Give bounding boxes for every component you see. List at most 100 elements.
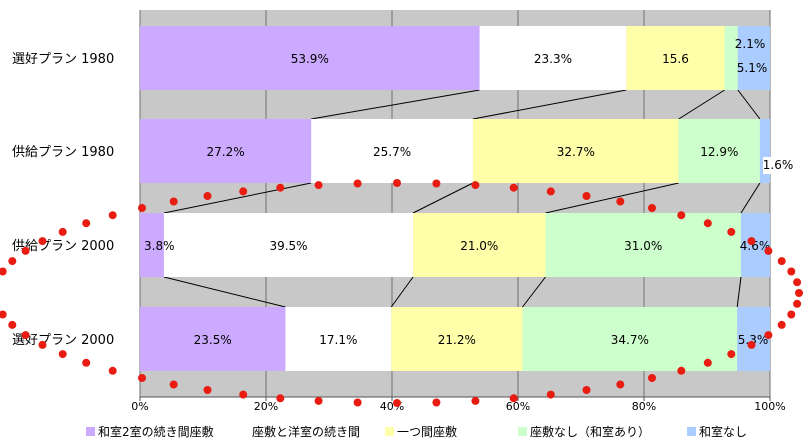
annotation-dot — [276, 394, 285, 403]
connector-line — [311, 89, 480, 120]
bar-segment — [163, 213, 414, 277]
connector-line — [163, 182, 312, 214]
segment-label: 5.3% — [738, 333, 769, 347]
annotation-dot — [648, 204, 656, 212]
legend-swatch — [518, 427, 527, 436]
annotation-dot — [38, 237, 47, 246]
connector-line — [163, 276, 286, 308]
annotation-dot — [0, 310, 7, 319]
annotation-dot — [58, 350, 67, 359]
segment-label: 23.5% — [194, 333, 232, 347]
category-labels: 選好プラン 1980 供給プラン 1980 供給プラン 2000 選好プラン 2000 — [12, 52, 114, 348]
annotation-dot — [169, 197, 178, 206]
annotation-dot — [509, 183, 518, 192]
annotation-dot — [471, 181, 480, 190]
annotation-dot — [582, 192, 591, 200]
segment-label: 3.8% — [144, 239, 175, 253]
bar-segment — [311, 119, 473, 183]
legend-swatch — [385, 427, 394, 436]
legend-label: 和室2室の続き間座敷 — [98, 424, 214, 439]
annotation-dot — [727, 227, 736, 236]
segment-label: 21.2% — [438, 333, 476, 347]
annotation-dot — [8, 257, 17, 266]
segment-label: 4.6% — [740, 239, 771, 253]
annotation-dot — [777, 257, 786, 266]
segment-label: 25.7% — [373, 145, 411, 159]
dotted-ellipse-annotation — [0, 179, 803, 407]
segment-labels: 53.9% 23.3% 15.6 2.1% 5.1% 27.2% 25.7% 32.7% 12.… — [144, 37, 793, 347]
annotation-dot — [616, 380, 625, 389]
segment-label: 2.1% — [735, 37, 766, 51]
annotation-dot — [509, 394, 518, 403]
legend: 和室2室の続き間座敷 座敷と洋室の続き間 一つ間座敷 座敷なし（和室あり） 和室なし — [86, 424, 747, 439]
category-label: 供給プラン 1980 — [12, 145, 114, 160]
bar-segment — [522, 307, 738, 371]
connector-line — [736, 276, 742, 308]
annotation-dot — [432, 179, 441, 188]
bar-segment — [737, 26, 770, 90]
annotation-dot — [138, 374, 146, 382]
legend-swatch — [240, 427, 249, 436]
annotation-dot — [793, 278, 802, 287]
annotation-dot — [353, 179, 362, 188]
annotation-dot — [432, 398, 441, 407]
bar-segment — [285, 307, 392, 371]
category-label: 選好プラン 1980 — [12, 52, 114, 67]
connector-line — [545, 182, 679, 214]
label-background — [763, 157, 793, 174]
segment-label: 21.0% — [460, 239, 498, 253]
segment-label: 15.6 — [662, 52, 689, 66]
connector-line — [472, 89, 627, 120]
annotation-dot — [8, 320, 17, 329]
annotation-dot — [747, 237, 756, 246]
annotation-dot — [239, 390, 248, 399]
annotation-dot — [393, 179, 401, 187]
legend-label: 和室なし — [699, 424, 747, 439]
segment-label: 32.7% — [557, 145, 595, 159]
annotation-dot — [58, 227, 67, 236]
annotation-dot — [314, 396, 323, 405]
annotation-dot — [764, 331, 773, 340]
bar-segment — [472, 119, 679, 183]
annotation-dot — [108, 366, 117, 375]
bar-segment — [759, 119, 770, 183]
bar-segment — [678, 119, 760, 183]
annotation-dot — [169, 380, 178, 389]
annotation-dot — [648, 374, 656, 382]
annotation-dot — [21, 246, 30, 255]
bar-segment — [737, 307, 770, 371]
x-tick-label: 60% — [506, 400, 530, 413]
annotation-dot — [0, 267, 7, 276]
x-tick-label: 80% — [632, 400, 656, 413]
annotation-dot — [21, 331, 30, 340]
annotation-dot — [747, 340, 756, 349]
x-tick-label: 0% — [131, 400, 148, 413]
annotation-dot — [787, 310, 796, 319]
legend-label: 一つ間座敷 — [397, 424, 457, 439]
connector-line — [390, 276, 414, 308]
annotation-dot — [787, 267, 796, 276]
annotation-dot — [677, 211, 686, 220]
annotation-dot — [393, 399, 401, 407]
annotation-dot — [727, 350, 736, 359]
annotation-dot — [239, 187, 248, 196]
category-label: 選好プラン 2000 — [12, 333, 114, 348]
connector-line — [678, 89, 725, 120]
connector-line — [522, 276, 546, 308]
legend-swatch — [86, 427, 95, 436]
annotation-dot — [38, 340, 47, 349]
annotation-dot — [82, 358, 91, 367]
bar-segments — [140, 26, 770, 371]
annotation-dot — [616, 197, 625, 206]
connector-line — [737, 89, 761, 120]
segment-label: 12.9% — [700, 145, 738, 159]
segment-label: 27.2% — [207, 145, 245, 159]
connector-lines — [163, 89, 761, 308]
legend-label: 座敷なし（和室あり） — [530, 424, 650, 439]
annotation-dot — [795, 289, 803, 297]
connector-line — [740, 182, 761, 214]
annotation-dot — [108, 211, 117, 220]
bar-segment — [140, 26, 480, 90]
segment-label: 23.3% — [534, 52, 572, 66]
